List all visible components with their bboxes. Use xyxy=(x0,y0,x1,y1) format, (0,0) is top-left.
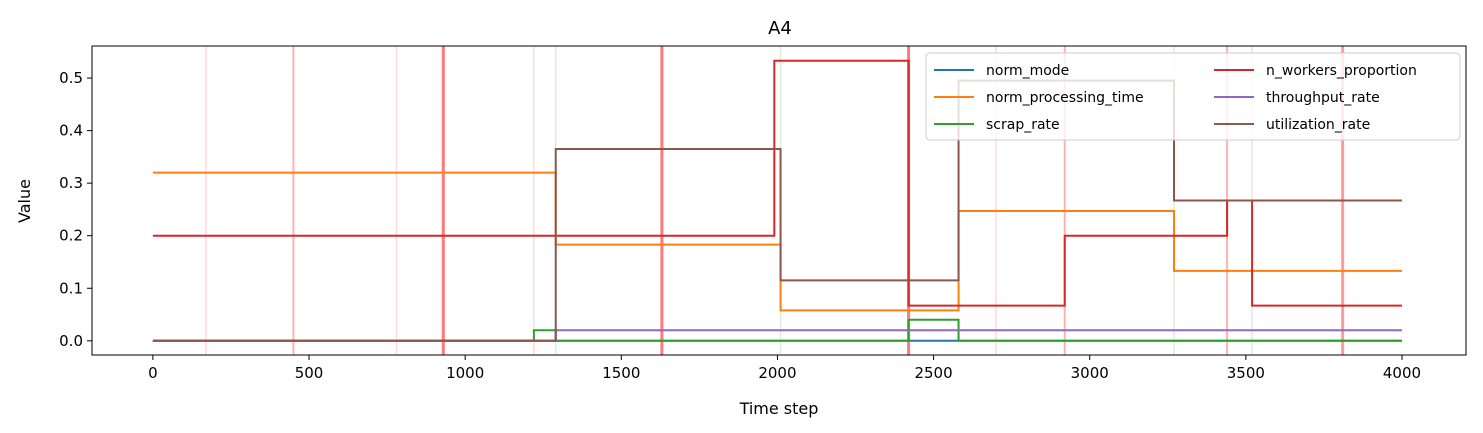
x-axis: 0 500 1000 1500 2000 2500 3000 3500 4000 xyxy=(148,355,1421,382)
x-tick-label: 500 xyxy=(295,364,324,382)
legend-label: norm_processing_time xyxy=(986,90,1144,106)
y-axis-label: Value xyxy=(15,179,34,223)
y-tick-label: 0.4 xyxy=(59,122,83,140)
x-tick-label: 0 xyxy=(148,364,158,382)
chart-title: A4 xyxy=(768,18,792,39)
series-line-n-workers-proportion xyxy=(152,59,1402,307)
legend-label: utilization_rate xyxy=(1266,117,1370,133)
legend-box xyxy=(925,52,1461,141)
y-tick-label: 0.0 xyxy=(59,332,83,350)
x-tick-label: 1500 xyxy=(602,364,640,382)
y-tick-label: 0.3 xyxy=(59,174,83,192)
series-line-utilization-rate xyxy=(152,79,1402,342)
x-tick-label: 3000 xyxy=(1071,364,1109,382)
series-layer xyxy=(152,59,1402,342)
y-axis: 0.0 0.1 0.2 0.3 0.4 0.5 xyxy=(59,69,92,350)
x-tick-label: 2000 xyxy=(758,364,796,382)
legend: norm_mode norm_processing_time scrap_rate n… xyxy=(925,52,1461,141)
legend-label: norm_mode xyxy=(986,63,1069,79)
x-tick-label: 4000 xyxy=(1383,364,1421,382)
x-tick-label: 3500 xyxy=(1227,364,1265,382)
x-axis-label: Time step xyxy=(739,399,819,418)
legend-label: n_workers_proportion xyxy=(1266,63,1417,79)
y-tick-label: 0.5 xyxy=(59,69,83,87)
legend-label: throughput_rate xyxy=(1266,90,1380,106)
legend-label: scrap_rate xyxy=(986,117,1060,133)
y-tick-label: 0.1 xyxy=(59,279,83,297)
y-tick-label: 0.2 xyxy=(59,227,83,245)
plot-frame xyxy=(91,45,1467,356)
x-tick-label: 1000 xyxy=(446,364,484,382)
x-tick-label: 2500 xyxy=(914,364,952,382)
